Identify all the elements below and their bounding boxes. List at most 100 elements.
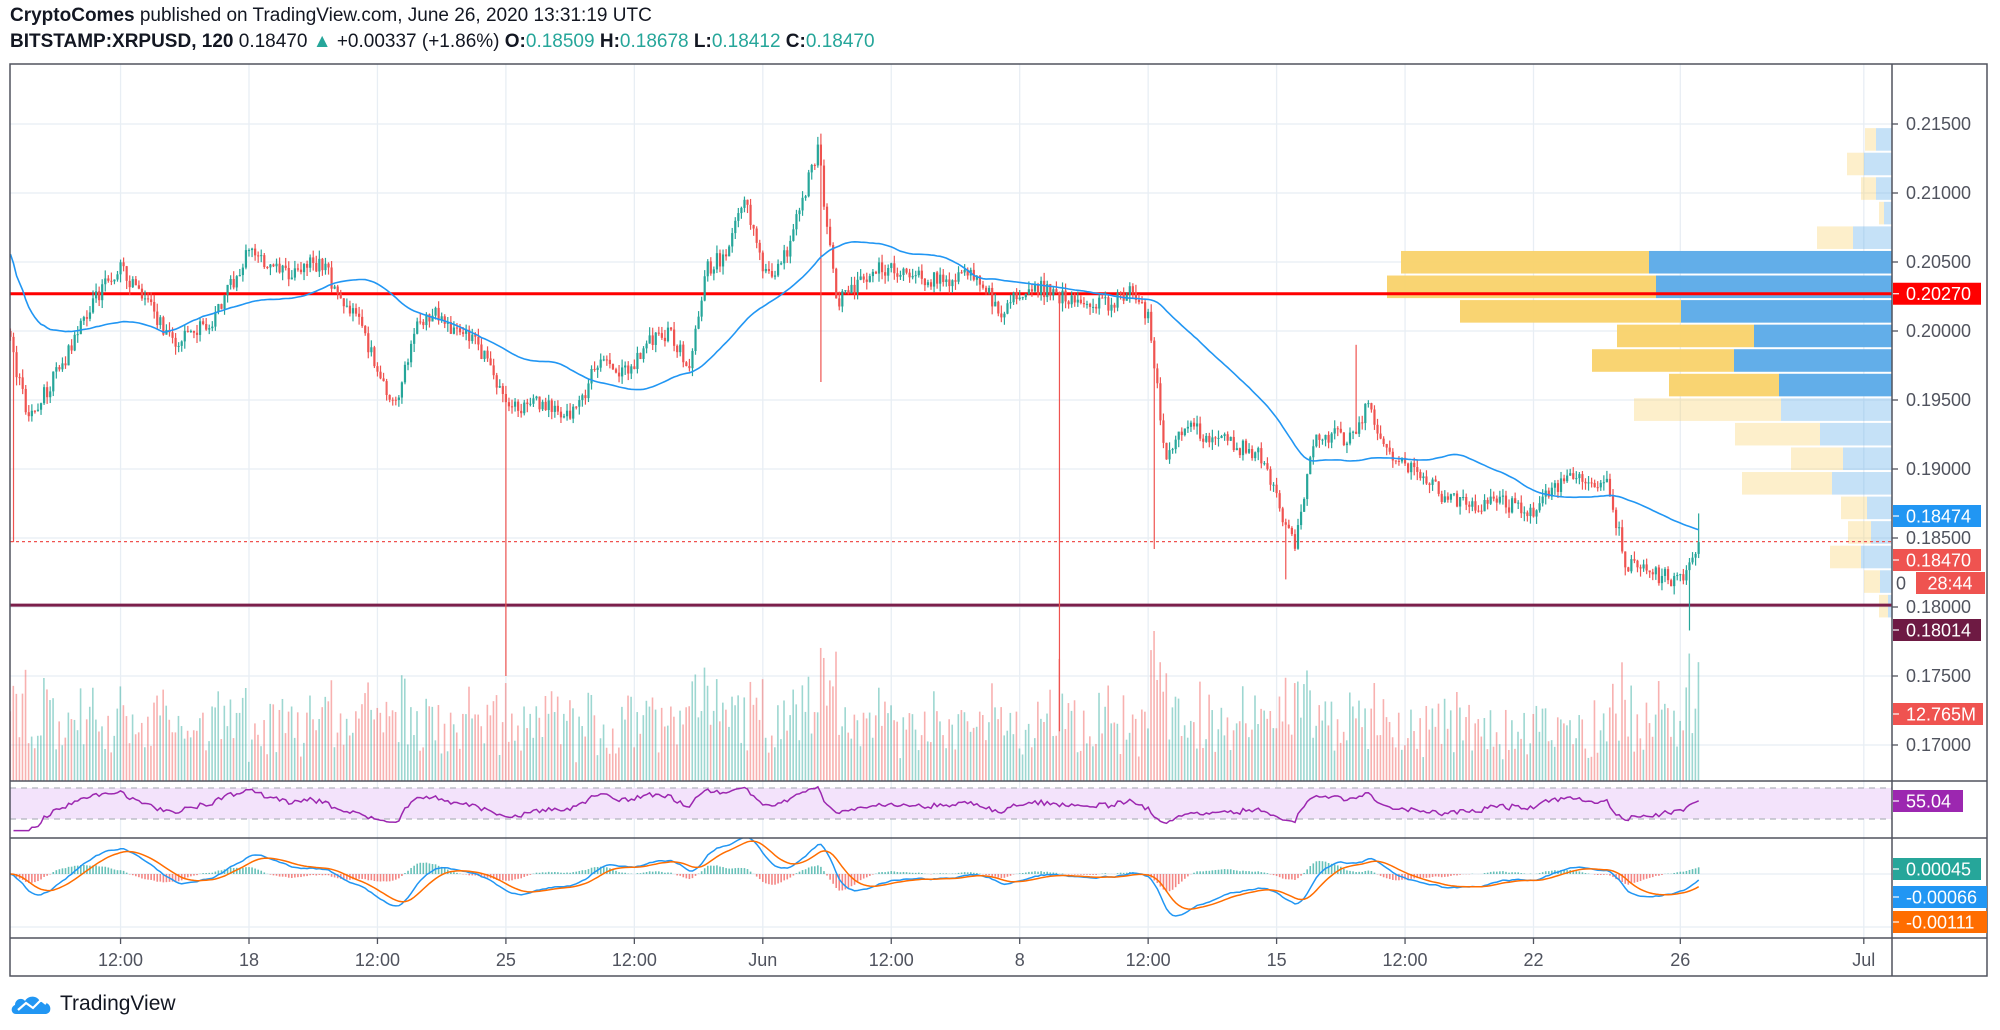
volume-bar <box>865 718 868 781</box>
volume-bar <box>101 726 103 781</box>
volume-bar <box>1602 713 1605 781</box>
volume-bar <box>712 710 715 781</box>
macd-histogram-bar <box>1306 869 1308 874</box>
candle-body <box>1532 507 1535 517</box>
volume-bar <box>1345 740 1348 781</box>
macd-histogram-bar <box>1055 872 1058 874</box>
macd-histogram-bar <box>1080 874 1082 875</box>
candle-body <box>79 320 82 335</box>
author-name[interactable]: CryptoComes <box>10 5 135 26</box>
volume-bar <box>982 715 984 781</box>
macd-histogram-bar <box>535 872 538 874</box>
volume-profile-down <box>1865 128 1876 151</box>
volume-bar <box>1254 695 1256 781</box>
candle-body <box>36 409 40 411</box>
volume-bar <box>43 677 45 781</box>
candle-body <box>633 366 636 369</box>
volume-bar <box>1049 689 1051 781</box>
macd-histogram-bar <box>1450 874 1452 876</box>
macd-histogram-bar <box>382 874 385 882</box>
macd-histogram-bar <box>1180 874 1183 882</box>
candle-body <box>1171 449 1174 451</box>
candle-body <box>440 316 443 321</box>
macd-histogram-bar <box>55 870 58 874</box>
macd-histogram-bar <box>1275 874 1278 876</box>
macd-histogram-bar <box>330 874 333 877</box>
candle-body <box>1434 479 1437 482</box>
price-tick-label: 0.17500 <box>1906 666 1971 686</box>
macd-histogram-bar <box>1688 869 1691 874</box>
candle-body <box>743 199 746 208</box>
macd-histogram-bar <box>284 874 287 877</box>
volume-bar <box>1241 686 1244 781</box>
volume-bar <box>578 716 580 781</box>
macd-histogram-bar <box>1184 874 1186 879</box>
candle-body <box>565 410 569 417</box>
volume-bar <box>244 688 247 781</box>
candle-body <box>905 268 908 273</box>
candle-body <box>217 304 220 312</box>
volume-bar <box>186 730 189 781</box>
volume-bar <box>131 714 134 781</box>
macd-histogram-bar <box>1658 874 1660 876</box>
tradingview-logo[interactable]: TradingView <box>10 992 176 1016</box>
price-axis[interactable]: 0.215000.210000.205000.200000.195000.190… <box>1892 114 1971 755</box>
candle-body <box>541 401 544 410</box>
volume-bar <box>1131 714 1134 781</box>
candle-body <box>966 269 969 276</box>
price-change: +0.00337 (+1.86%) <box>336 31 500 52</box>
candle-body <box>73 334 76 351</box>
macd-histogram-bar <box>1544 871 1547 874</box>
candle-body <box>553 405 556 412</box>
candle-body <box>859 276 862 280</box>
candle-body <box>1296 525 1300 549</box>
candle-body <box>786 250 789 257</box>
volume-profile-up <box>1781 398 1892 421</box>
volume-bar <box>1676 746 1678 781</box>
horizontal-lines[interactable] <box>10 292 1892 607</box>
volume-bar <box>1196 748 1198 781</box>
volume-bar <box>1171 707 1174 781</box>
macd-histogram-bar <box>1067 874 1070 875</box>
candle-body <box>801 197 804 211</box>
macd-histogram-bar <box>79 865 82 874</box>
volume-bar <box>1248 737 1250 781</box>
close-value: 0.18470 <box>805 31 875 52</box>
candle-body <box>1391 451 1394 461</box>
candle-body <box>920 270 923 279</box>
candle-body <box>657 332 660 334</box>
candle-body <box>1082 302 1086 305</box>
volume-bar <box>1085 743 1088 781</box>
macd-histogram-bar <box>385 874 388 882</box>
candle-body <box>1247 449 1251 453</box>
volume-bar <box>777 705 779 781</box>
close-label: C: <box>785 31 806 52</box>
volume-bar <box>1266 718 1269 781</box>
macd-histogram-bar <box>1336 865 1339 874</box>
macd-histogram-bar <box>648 871 651 874</box>
candle-body <box>761 252 764 272</box>
macd-histogram-bar <box>46 874 48 876</box>
macd-histogram-bar <box>517 874 519 879</box>
volume-bar <box>1413 731 1415 781</box>
macd-histogram-bar <box>731 868 734 874</box>
candle-body <box>125 266 128 281</box>
symbol-name[interactable]: BITSTAMP:XRPUSD, 120 <box>10 31 234 52</box>
volume-bar <box>1486 749 1489 781</box>
macd-histogram-bar <box>1398 874 1400 881</box>
candle-body <box>1119 293 1122 295</box>
time-axis[interactable]: 12:00 18 12:00 25 12:00 Jun 12:00 8 12:00 15 12:00… <box>98 938 1875 970</box>
volume-bar <box>1134 718 1137 781</box>
volume-bar <box>1618 740 1620 781</box>
candle-body <box>446 321 449 324</box>
volume-bar <box>168 719 171 781</box>
volume-bar <box>1220 707 1223 781</box>
candle-body <box>232 278 235 288</box>
candle-body <box>128 280 131 288</box>
volume-bar <box>52 698 54 781</box>
volume-bar <box>911 714 914 781</box>
volume-bar <box>171 732 174 781</box>
volume-bar <box>1061 693 1064 781</box>
volume-bar <box>556 696 559 781</box>
